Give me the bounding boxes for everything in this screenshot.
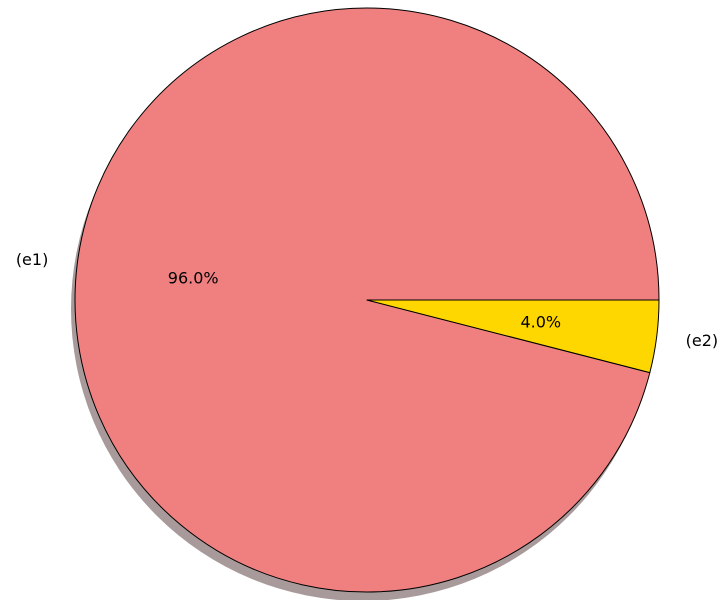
pie-slice-percent-label: 4.0%: [520, 312, 561, 331]
pie-slice-percent-label: 96.0%: [168, 269, 219, 288]
pie-slice-category-label: (e1): [16, 250, 49, 269]
pie-slices: [74, 7, 660, 593]
pie-slice-category-label: (e2): [686, 331, 719, 350]
pie-slice-e2: [366, 299, 660, 374]
pie-labels: 96.0% (e1) 4.0% (e2): [16, 250, 718, 350]
